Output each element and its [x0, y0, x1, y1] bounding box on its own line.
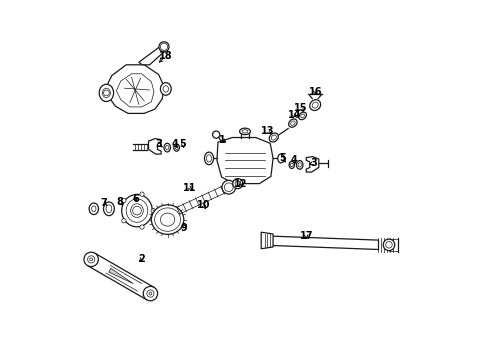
Ellipse shape	[204, 152, 214, 165]
Polygon shape	[88, 253, 154, 300]
Ellipse shape	[269, 133, 278, 142]
Ellipse shape	[271, 135, 276, 140]
Ellipse shape	[299, 112, 306, 120]
Ellipse shape	[175, 146, 178, 149]
Ellipse shape	[383, 239, 395, 251]
Circle shape	[88, 256, 95, 263]
Ellipse shape	[159, 42, 169, 52]
Text: 7: 7	[100, 198, 107, 208]
Polygon shape	[306, 157, 319, 172]
Circle shape	[133, 206, 141, 215]
Text: 12: 12	[234, 179, 247, 189]
Circle shape	[143, 287, 158, 301]
Polygon shape	[109, 268, 133, 284]
Ellipse shape	[296, 161, 303, 169]
Text: 1: 1	[219, 135, 226, 145]
Ellipse shape	[291, 163, 293, 167]
Polygon shape	[106, 65, 164, 113]
Text: 18: 18	[159, 51, 172, 61]
Text: 8: 8	[117, 197, 123, 207]
Text: 4: 4	[172, 139, 178, 149]
Ellipse shape	[102, 88, 110, 98]
Polygon shape	[261, 232, 273, 249]
Text: 3: 3	[155, 139, 162, 149]
Text: 2: 2	[138, 254, 145, 264]
Ellipse shape	[99, 84, 114, 102]
Ellipse shape	[224, 183, 233, 192]
Ellipse shape	[242, 130, 248, 133]
Text: 11: 11	[183, 183, 196, 193]
Polygon shape	[217, 138, 273, 184]
Text: 13: 13	[261, 126, 274, 136]
Circle shape	[122, 219, 126, 223]
Ellipse shape	[160, 213, 175, 226]
Ellipse shape	[160, 83, 171, 95]
Ellipse shape	[155, 208, 180, 231]
Ellipse shape	[164, 143, 171, 152]
Ellipse shape	[291, 121, 295, 125]
Polygon shape	[139, 46, 168, 65]
Ellipse shape	[235, 181, 241, 186]
Ellipse shape	[312, 102, 318, 108]
Circle shape	[149, 292, 152, 295]
Ellipse shape	[103, 202, 114, 216]
Ellipse shape	[122, 194, 152, 227]
Text: 17: 17	[299, 231, 313, 241]
Text: 9: 9	[180, 222, 187, 233]
Circle shape	[151, 208, 155, 213]
Ellipse shape	[298, 163, 301, 167]
Polygon shape	[148, 139, 161, 154]
Ellipse shape	[240, 128, 250, 135]
Ellipse shape	[213, 131, 220, 138]
Circle shape	[160, 43, 168, 50]
Ellipse shape	[289, 161, 294, 168]
Text: 6: 6	[132, 194, 139, 204]
Circle shape	[122, 198, 126, 203]
Ellipse shape	[126, 199, 148, 222]
Text: 15: 15	[294, 103, 308, 113]
Circle shape	[103, 90, 109, 96]
Text: 10: 10	[197, 200, 210, 210]
Text: 5: 5	[279, 153, 286, 163]
Text: 4: 4	[290, 155, 297, 165]
Circle shape	[140, 192, 144, 196]
Ellipse shape	[89, 203, 98, 215]
Circle shape	[90, 258, 93, 261]
Circle shape	[140, 225, 144, 229]
Ellipse shape	[386, 242, 392, 248]
Circle shape	[84, 252, 98, 266]
Ellipse shape	[233, 179, 243, 189]
Ellipse shape	[131, 204, 143, 217]
Text: 16: 16	[308, 87, 322, 97]
Ellipse shape	[166, 145, 169, 150]
Ellipse shape	[289, 119, 297, 127]
Text: 14: 14	[288, 110, 301, 120]
Ellipse shape	[163, 86, 169, 92]
Ellipse shape	[278, 154, 284, 163]
Ellipse shape	[206, 155, 212, 162]
Ellipse shape	[106, 205, 112, 213]
Ellipse shape	[92, 206, 96, 212]
Text: 3: 3	[310, 158, 317, 168]
Ellipse shape	[222, 180, 236, 194]
Text: 5: 5	[180, 139, 187, 149]
Ellipse shape	[310, 100, 320, 111]
Ellipse shape	[174, 144, 179, 151]
Circle shape	[147, 290, 154, 297]
Ellipse shape	[151, 205, 184, 234]
Polygon shape	[117, 74, 154, 107]
Ellipse shape	[301, 114, 305, 118]
